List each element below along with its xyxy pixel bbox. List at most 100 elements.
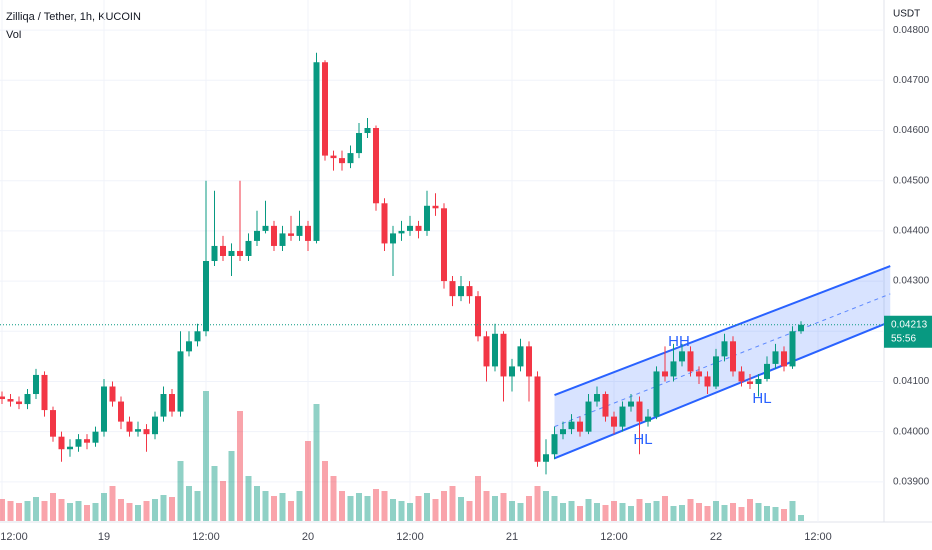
volume-bar <box>177 461 184 521</box>
candle-body <box>356 133 362 154</box>
volume-bar <box>373 489 379 521</box>
volume-bar <box>475 476 481 521</box>
candle-body <box>492 333 498 367</box>
volume-bar <box>211 466 218 521</box>
candle-body <box>424 205 430 231</box>
volume-bar <box>441 491 447 521</box>
candle-body <box>670 361 677 377</box>
candle-body <box>92 431 99 443</box>
candle-body <box>713 356 719 387</box>
volume-bar <box>118 499 124 521</box>
volume-bar <box>75 501 82 521</box>
x-tick-label: 19 <box>98 531 110 543</box>
candle-body <box>645 416 651 422</box>
volume-bar <box>398 501 405 521</box>
candle-body <box>568 421 575 430</box>
volume-bar <box>543 491 549 521</box>
candle-body <box>41 374 48 411</box>
volume-bar <box>687 499 694 521</box>
candle-body <box>16 401 22 405</box>
volume-bar <box>407 503 413 521</box>
volume-bar <box>645 503 651 521</box>
volume-bar <box>568 501 575 521</box>
volume-bar <box>466 501 473 521</box>
volume-bar <box>679 505 685 521</box>
volume-bar <box>577 506 583 521</box>
volume-bar <box>0 499 5 521</box>
volume-bar <box>781 509 787 521</box>
candle-body <box>118 401 124 422</box>
candle-body <box>322 62 328 156</box>
volume-bar <box>313 404 320 521</box>
volume-bar <box>449 486 456 521</box>
volume-bar <box>279 493 286 521</box>
candle-body <box>449 281 456 297</box>
candle-body <box>551 434 558 455</box>
volume-bar <box>390 499 396 521</box>
candle-body <box>662 371 668 377</box>
candle-body <box>160 394 167 417</box>
candle-body <box>135 429 141 432</box>
candle-body <box>305 225 311 241</box>
volume-bar <box>415 496 422 521</box>
candle-body <box>466 286 473 297</box>
volume-bar <box>296 491 303 521</box>
volume-bar <box>602 505 609 521</box>
volume-bar <box>41 501 48 521</box>
x-tick-label: 12:00 <box>804 531 832 543</box>
candle-body <box>781 351 787 367</box>
pattern-label: HH <box>668 333 690 350</box>
volume-bar <box>764 506 770 521</box>
volume-bar <box>237 411 243 521</box>
candle-body <box>772 351 779 364</box>
candle-body <box>534 376 541 462</box>
pattern-label: HL <box>633 431 652 448</box>
candle-body <box>653 371 660 417</box>
volume-bar <box>509 501 515 521</box>
volume-bar <box>16 503 22 521</box>
candle-body <box>789 331 796 367</box>
volume-bar <box>322 461 328 521</box>
y-tick-label: 0.04400 <box>893 226 930 237</box>
candle-body <box>50 410 56 437</box>
candle-body <box>560 429 566 435</box>
volume-bar <box>534 486 541 521</box>
candle-body <box>67 446 73 450</box>
volume-bar <box>483 491 490 521</box>
y-tick-label: 0.04100 <box>893 376 930 387</box>
volume-bar <box>755 503 762 521</box>
last-price-tag <box>884 315 932 348</box>
volume-bar <box>747 499 753 521</box>
channel-line <box>554 265 891 396</box>
candle-body <box>7 399 14 402</box>
candle-body <box>543 454 549 462</box>
volume-bar <box>551 496 558 521</box>
candle-body <box>262 225 269 231</box>
volume-bar <box>135 505 141 521</box>
volume-bar <box>696 503 702 521</box>
y-tick-label: 0.04000 <box>893 426 930 437</box>
volume-bar <box>798 515 804 521</box>
volume-bar <box>92 503 99 521</box>
candle-body <box>526 346 532 377</box>
x-tick-label: 12:00 <box>396 531 424 543</box>
candle-body <box>704 376 711 387</box>
volume-bar <box>517 503 524 521</box>
candle-body <box>500 333 507 377</box>
volume-bar <box>101 493 107 521</box>
candle-body <box>186 341 192 352</box>
volume-bar <box>24 501 31 521</box>
volume-bar <box>619 503 626 521</box>
candle-body <box>415 225 422 231</box>
volume-bar <box>585 499 592 521</box>
candle-body <box>347 153 354 164</box>
x-tick-label: 12:00 <box>0 531 28 543</box>
volume-bar <box>203 391 209 521</box>
volume-bar <box>721 505 728 521</box>
y-tick-label: 0.04300 <box>893 276 930 287</box>
volume-bar <box>662 496 668 521</box>
candle-body <box>0 396 5 400</box>
pattern-label: HL <box>752 390 771 407</box>
volume-bar <box>713 501 719 521</box>
x-tick-label: 12:00 <box>192 531 220 543</box>
